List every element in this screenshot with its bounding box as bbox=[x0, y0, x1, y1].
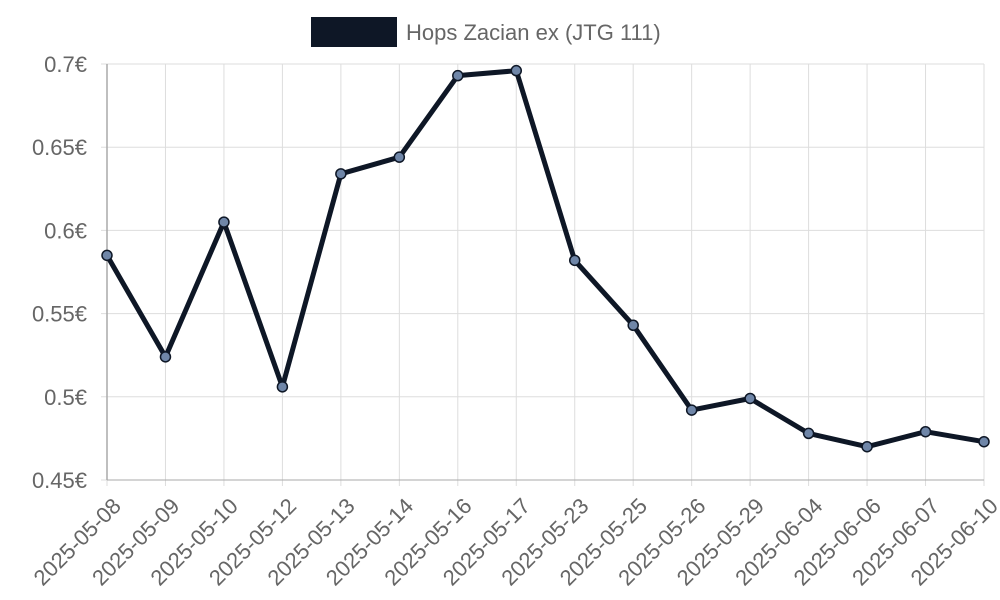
legend-swatch bbox=[311, 17, 397, 47]
series-line bbox=[104, 68, 987, 450]
data-point[interactable] bbox=[568, 254, 581, 267]
chart-grid bbox=[101, 63, 985, 486]
data-point[interactable] bbox=[101, 249, 113, 262]
chart-legend[interactable]: Hops Zacian ex (JTG 111) bbox=[311, 17, 661, 47]
y-tick-label: 0.5€ bbox=[44, 385, 87, 410]
data-point[interactable] bbox=[919, 425, 932, 438]
data-point[interactable] bbox=[335, 168, 347, 180]
y-tick-label: 0.65€ bbox=[32, 135, 87, 160]
legend-series-label: Hops Zacian ex (JTG 111) bbox=[406, 20, 661, 45]
y-tick-label: 0.55€ bbox=[32, 302, 87, 327]
data-point[interactable] bbox=[685, 404, 698, 416]
data-point[interactable] bbox=[861, 440, 873, 453]
y-tick-label: 0.7€ bbox=[44, 52, 87, 77]
y-axis-ticks: 0.45€ 0.5€ 0.55€ 0.6€ 0.65€ 0.7€ bbox=[32, 52, 87, 493]
data-point[interactable] bbox=[276, 381, 289, 393]
data-point[interactable] bbox=[218, 216, 230, 228]
data-point[interactable] bbox=[452, 69, 464, 82]
data-point[interactable] bbox=[393, 151, 406, 163]
data-series bbox=[101, 64, 990, 453]
x-axis-ticks: 2025-05-082025-05-092025-05-102025-05-12… bbox=[29, 493, 1000, 590]
data-point[interactable] bbox=[159, 351, 172, 363]
y-tick-label: 0.6€ bbox=[44, 218, 87, 243]
data-point[interactable] bbox=[802, 427, 815, 440]
data-point[interactable] bbox=[627, 319, 639, 331]
y-tick-label: 0.45€ bbox=[32, 468, 87, 493]
data-point[interactable] bbox=[510, 64, 523, 77]
data-point[interactable] bbox=[978, 435, 990, 448]
chart-axes bbox=[106, 64, 984, 481]
data-point[interactable] bbox=[744, 392, 756, 405]
